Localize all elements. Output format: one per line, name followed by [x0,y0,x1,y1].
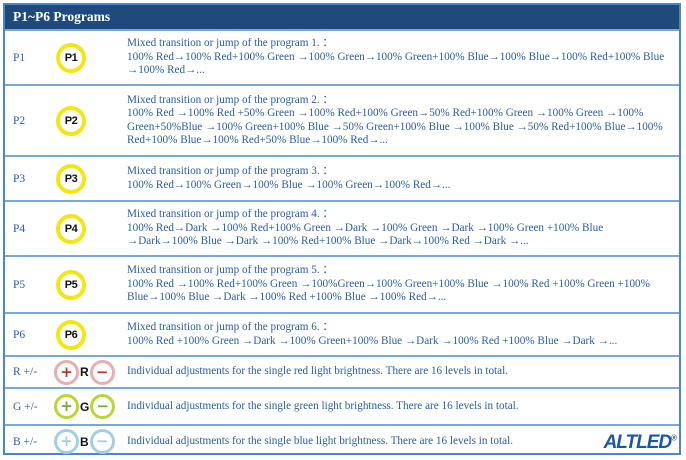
row-label: G +/- [13,400,38,413]
p5-button-icon: P5 [56,269,86,300]
program-title: Mixed transition or jump of the program … [127,165,334,177]
p4-button-icon: P4 [56,213,86,244]
blue-letter: B [80,434,89,449]
row-label: P3 [13,172,26,185]
program-title: Mixed transition or jump of the program … [127,93,334,106]
p1-button-icon: P1 [56,42,86,73]
blue-minus-button-icon: − [89,429,115,454]
adjustment-description: Individual adjustments for the single bl… [127,434,513,447]
green-minus-button-icon: − [90,394,116,419]
table-row-p2: P2 P2 Mixed transition or jump of the pr… [5,84,679,155]
program-title: Mixed transition or jump of the program … [127,208,334,221]
table-row-p3: P3 P3 Mixed transition or jump of the pr… [5,155,679,200]
program-title: Mixed transition or jump of the program … [127,37,334,50]
p3-button-icon: P3 [56,163,86,194]
red-letter: R [80,365,89,379]
red-minus-button-icon: − [89,359,115,385]
blue-plus-button-icon: + [54,429,79,454]
programs-table: P1~P6 Programs P1 P1 Mixed transition or… [3,3,681,455]
table-row-p1: P1 P1 Mixed transition or jump of the pr… [5,29,679,84]
adjustment-description: Individual adjustments for the single gr… [127,399,519,412]
table-header: P1~P6 Programs [5,5,679,29]
adjustment-description: Individual adjustments for the single re… [127,365,509,378]
row-label: P2 [13,114,26,127]
table-row-p6: P6 P6 Mixed transition or jump of the pr… [5,312,679,355]
table-title: P1~P6 Programs [13,9,111,24]
p6-button-icon: P6 [56,319,86,350]
program-sequence: 100% Red→100% Green→100% Blue →100% Gree… [127,178,451,191]
row-label: P6 [13,328,26,341]
program-sequence: 100% Red →100% Red+100% Green →100%Green… [127,277,650,304]
row-label: P1 [13,51,26,64]
table-row-red-adjust: R +/- + R − Individual adjustments for t… [5,355,679,387]
program-sequence: 100% Red →100% Red +50% Green →100% Red+… [127,107,663,146]
program-title: Mixed transition or jump of the program … [127,321,334,333]
table-row-blue-adjust: B +/- + B − Individual adjustments for t… [5,424,679,457]
table-row-p4: P4 P4 Mixed transition or jump of the pr… [5,200,679,255]
green-letter: G [80,399,90,414]
row-label: B +/- [13,435,38,448]
table-row-green-adjust: G +/- + G − Individual adjustments for t… [5,387,679,424]
row-label: P5 [13,278,26,291]
green-plus-button-icon: + [54,394,79,419]
program-sequence: 100% Red +100% Green →Dark →100% Green+1… [127,334,618,347]
program-title: Mixed transition or jump of the program … [127,264,334,277]
row-label: R +/- [13,366,38,378]
red-plus-button-icon: + [54,359,79,385]
altled-logo: ALTLED® [603,432,677,454]
registered-trademark-icon: ® [671,433,677,443]
altled-logo-text: ALTLED [603,432,673,453]
row-label: P4 [13,222,26,235]
p2-button-icon: P2 [56,105,86,136]
program-sequence: 100% Red→Dark →100% Red+100% Green →Dark… [127,221,604,248]
table-row-p5: P5 P5 Mixed transition or jump of the pr… [5,255,679,312]
program-sequence: 100% Red→100% Red+100% Green →100% Green… [127,50,665,77]
